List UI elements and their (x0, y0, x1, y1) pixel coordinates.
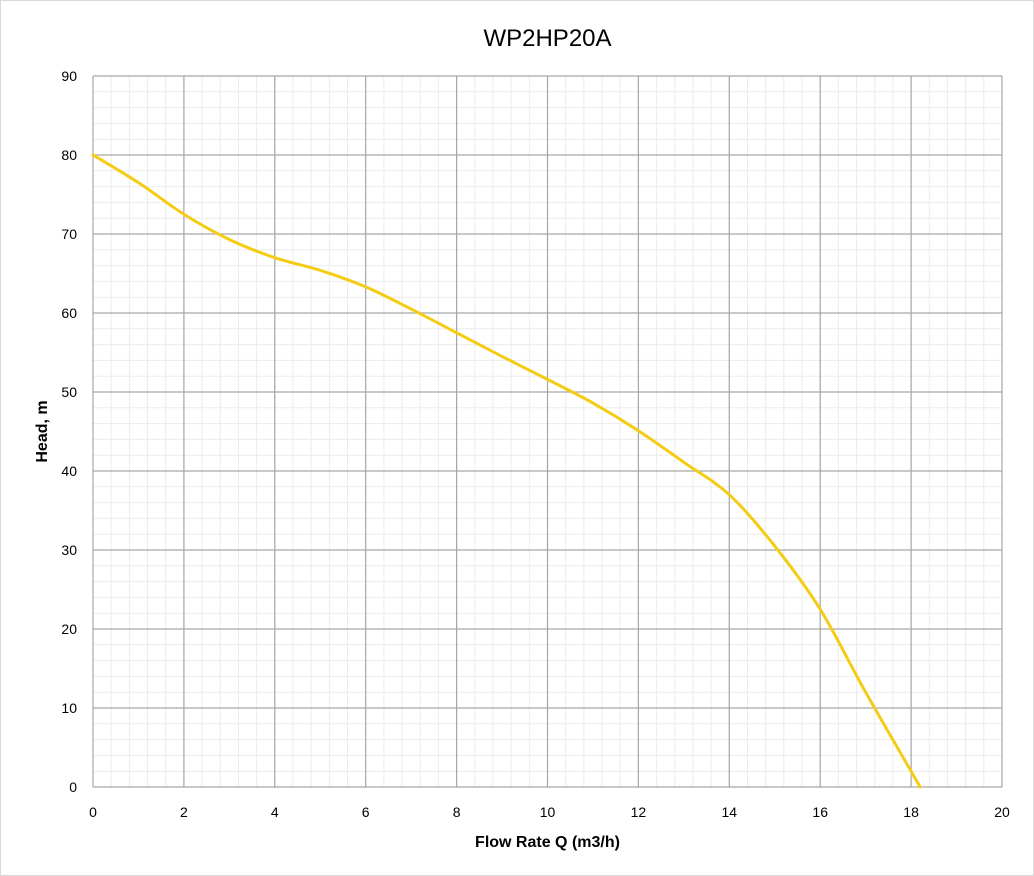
x-tick-label: 20 (994, 804, 1010, 820)
y-tick-label: 90 (61, 68, 77, 84)
x-tick-label: 0 (89, 804, 97, 820)
x-tick-label: 16 (812, 804, 828, 820)
x-tick-label: 10 (540, 804, 556, 820)
x-tick-label: 8 (453, 804, 461, 820)
y-tick-label: 20 (61, 621, 77, 637)
y-tick-label: 0 (69, 779, 77, 795)
y-tick-label: 10 (61, 700, 77, 716)
series-layer (91, 153, 922, 789)
y-tick-label: 80 (61, 147, 77, 163)
x-tick-label: 4 (271, 804, 279, 820)
x-axis-ticks: 0 2 4 6 8 10 12 14 16 18 20 (89, 804, 1010, 820)
chart-title: WP2HP20A (483, 25, 611, 52)
y-axis-label: Head, m (34, 400, 51, 462)
x-tick-label: 18 (903, 804, 919, 820)
y-tick-label: 60 (61, 305, 77, 321)
y-tick-label: 70 (61, 226, 77, 242)
x-tick-label: 2 (180, 804, 188, 820)
y-axis-ticks: 0 10 20 30 40 50 60 70 80 90 (61, 68, 77, 795)
x-tick-label: 6 (362, 804, 370, 820)
y-tick-label: 50 (61, 384, 77, 400)
x-tick-label: 14 (722, 804, 738, 820)
y-tick-label: 30 (61, 542, 77, 558)
series-line (91, 153, 922, 789)
x-tick-label: 12 (631, 804, 647, 820)
x-axis-label: Flow Rate Q (m3/h) (475, 834, 620, 851)
major-grid (92, 75, 1003, 788)
y-tick-label: 40 (61, 463, 77, 479)
